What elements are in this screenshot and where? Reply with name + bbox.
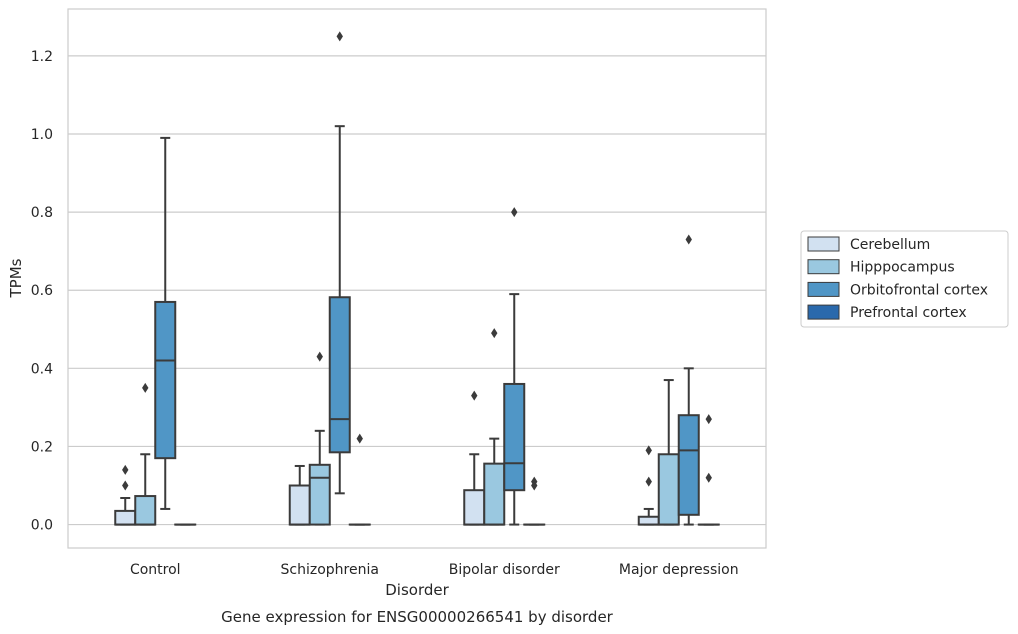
- legend-swatch: [807, 304, 840, 320]
- legend-label: Hipppocampus: [850, 260, 955, 276]
- x-tick-labels: Control Schizophrenia Bipolar disorder Majo…: [130, 562, 739, 578]
- outlier-point: [336, 31, 343, 42]
- legend-swatch: [807, 259, 840, 275]
- box: [657, 453, 680, 526]
- outlier-point: [645, 445, 652, 456]
- box: [637, 515, 660, 526]
- outlier-point: [511, 207, 518, 218]
- box-group: [348, 433, 371, 526]
- outlier-point: [645, 476, 652, 487]
- box-group: [523, 476, 546, 526]
- x-tick-label: Schizophrenia: [281, 562, 379, 578]
- outlier-point: [471, 390, 478, 401]
- y-tick-label: 1.0: [31, 127, 53, 143]
- outlier-point: [316, 351, 323, 362]
- box: [134, 495, 157, 526]
- box: [483, 462, 506, 526]
- x-tick-label: Major depression: [619, 562, 739, 578]
- y-tick-label: 0.0: [31, 518, 53, 534]
- box-group: [288, 464, 311, 526]
- box: [463, 489, 486, 526]
- box-group: [677, 234, 700, 526]
- y-tick-label: 0.6: [31, 283, 53, 299]
- y-tick-label: 0.8: [31, 205, 53, 221]
- y-tick-label: 0.2: [31, 439, 53, 455]
- box-group: [114, 464, 137, 526]
- outlier-point: [705, 472, 712, 483]
- box-group: [503, 207, 526, 526]
- y-tick-label: 0.4: [31, 361, 53, 377]
- legend: Cerebellum Hipppocampus Orbitofrontal cort…: [800, 230, 1009, 328]
- box-group: [134, 382, 157, 526]
- y-tick-label: 1.2: [31, 49, 53, 65]
- box: [308, 463, 331, 526]
- box-group: [637, 445, 660, 526]
- outlier-point: [122, 464, 129, 475]
- plot-frame: [67, 8, 767, 549]
- x-tick-label: Bipolar disorder: [449, 562, 560, 578]
- outlier-point: [491, 328, 498, 339]
- legend-label: Cerebellum: [850, 237, 930, 253]
- y-tick-labels: 0.0 0.2 0.4 0.6 0.8 1.0 1.2: [31, 49, 53, 534]
- outlier-point: [705, 414, 712, 425]
- legend-swatch: [807, 236, 840, 252]
- box-group: [154, 136, 177, 510]
- chart-caption: Gene expression for ENSG00000266541 by d…: [221, 608, 614, 626]
- outlier-point: [685, 234, 692, 245]
- box-group: [483, 328, 506, 526]
- plot-background: [68, 9, 766, 548]
- box: [114, 509, 137, 526]
- legend-label: Prefrontal cortex: [850, 305, 967, 321]
- legend-swatch: [807, 281, 840, 297]
- x-tick-label: Control: [130, 562, 181, 578]
- box-group: [328, 31, 351, 495]
- boxes: [114, 31, 720, 526]
- box-group: [308, 351, 331, 526]
- outlier-point: [122, 480, 129, 491]
- x-axis-label: Disorder: [385, 581, 449, 599]
- outlier-point: [142, 382, 149, 393]
- y-axis-label: TPMs: [7, 258, 25, 298]
- legend-frame: [800, 230, 1009, 328]
- outlier-point: [356, 433, 363, 444]
- outlier-point: [531, 476, 538, 487]
- box: [328, 296, 351, 454]
- box-group: [697, 414, 720, 526]
- legend-label: Orbitofrontal cortex: [850, 282, 988, 298]
- box: [503, 382, 526, 492]
- box: [677, 414, 700, 516]
- box: [154, 300, 177, 460]
- box-group: [657, 379, 680, 526]
- box: [288, 484, 311, 526]
